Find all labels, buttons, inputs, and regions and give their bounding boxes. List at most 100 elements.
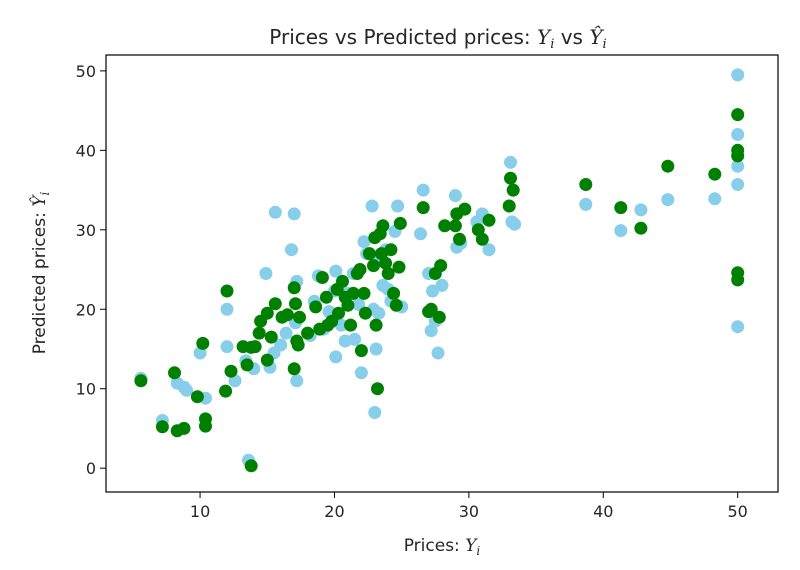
point-series-2-89 [731,149,745,163]
point-series-1-70 [508,217,522,231]
x-tick-label-30: 30 [459,502,479,521]
y-tick-label-0: 0 [86,459,96,478]
x-tick-label-20: 20 [324,502,344,521]
point-series-2-0 [134,374,148,388]
point-series-1-58 [426,284,440,298]
point-series-2-26 [289,297,302,311]
x-tick-label-10: 10 [190,502,210,521]
x-axis-label: Prices: Yi [404,536,481,558]
point-series-2-87 [731,108,745,122]
x-axis-label-text: Prices: [404,536,465,556]
point-series-1-36 [348,332,362,346]
point-series-2-29 [293,310,306,324]
point-series-2-5 [190,390,204,404]
y-tick-label-10: 10 [76,380,96,399]
point-series-1-61 [435,278,449,292]
point-series-1-77 [731,128,745,141]
point-series-2-24 [280,308,294,322]
point-series-2-71 [438,219,452,233]
point-series-2-84 [634,221,648,235]
point-series-1-44 [368,406,382,419]
point-series-1-62 [448,189,462,203]
point-series-1-68 [504,155,517,169]
point-series-1-30 [329,264,343,278]
point-series-2-72 [448,219,462,233]
point-series-2-1 [155,420,169,434]
point-series-2-43 [344,318,358,332]
point-series-2-54 [371,382,384,396]
point-series-1-31 [329,350,343,364]
point-series-2-20 [260,353,274,367]
y-axis-label-yhat: Ŷ [29,194,50,207]
point-series-2-81 [506,183,520,197]
point-series-2-48 [357,286,371,300]
point-series-1-17 [274,338,288,352]
point-series-1-60 [431,346,445,360]
y-tick-label-30: 30 [76,221,96,240]
point-series-2-6 [196,336,210,350]
point-series-1-38 [354,366,368,380]
point-series-1-46 [372,306,386,320]
x-tick-label-50: 50 [728,502,748,521]
point-series-2-61 [387,286,401,300]
point-series-2-53 [369,318,383,332]
point-series-2-13 [240,358,254,372]
point-series-2-8 [199,419,212,433]
point-series-2-32 [309,300,323,314]
y-tick-label-40: 40 [76,141,96,160]
ticks-layer: 10 20 30 40 50 0 10 20 30 40 50 [76,62,748,521]
point-series-1-67 [482,243,496,257]
point-series-2-50 [362,247,376,261]
point-series-1-18 [279,326,293,340]
plot-frame [105,54,779,493]
point-series-1-41 [365,199,379,213]
point-series-2-47 [354,344,368,358]
point-series-1-79 [731,178,745,191]
y-axis-label-sub: i [38,192,52,196]
point-series-2-25 [287,281,301,295]
point-series-2-51 [367,259,380,273]
point-series-2-16 [248,340,262,354]
point-series-1-7 [220,340,234,354]
point-series-2-86 [708,167,722,181]
point-series-2-4 [177,421,191,435]
y-tick-label-50: 50 [76,62,96,81]
point-series-1-16 [268,205,282,219]
point-series-2-65 [416,201,430,215]
point-series-2-35 [319,290,333,304]
point-series-1-8 [220,302,234,316]
chart-title-y: Y [537,25,552,49]
point-series-2-46 [353,263,367,276]
point-series-2-30 [287,362,301,376]
point-series-2-22 [268,297,282,311]
point-series-1-4 [180,383,194,397]
chart-title-yhat-sub: i [603,37,607,52]
point-series-1-45 [369,342,383,356]
x-tick-label-40: 40 [593,502,613,521]
point-series-2-77 [475,232,489,246]
point-series-2-78 [482,213,496,227]
point-series-2-28 [291,338,305,352]
point-series-2-63 [392,260,406,274]
point-series-2-82 [579,178,593,191]
point-series-1-73 [634,203,648,217]
point-series-2-10 [220,284,234,298]
point-series-1-13 [259,267,273,280]
point-series-2-2 [168,366,181,380]
point-series-2-31 [301,326,315,340]
point-series-2-85 [661,159,675,173]
point-series-1-71 [579,197,593,211]
point-series-1-21 [290,374,304,388]
point-series-2-67 [424,302,438,316]
point-series-1-39 [357,235,371,249]
point-series-1-19 [285,243,298,257]
point-series-2-80 [504,171,517,185]
point-series-2-74 [453,232,466,246]
point-series-2-42 [341,298,355,312]
point-series-2-11 [224,364,238,378]
point-series-2-59 [381,267,395,280]
point-series-2-39 [332,306,345,320]
point-series-2-64 [393,216,407,230]
chart-title-vs: vs [554,25,589,49]
